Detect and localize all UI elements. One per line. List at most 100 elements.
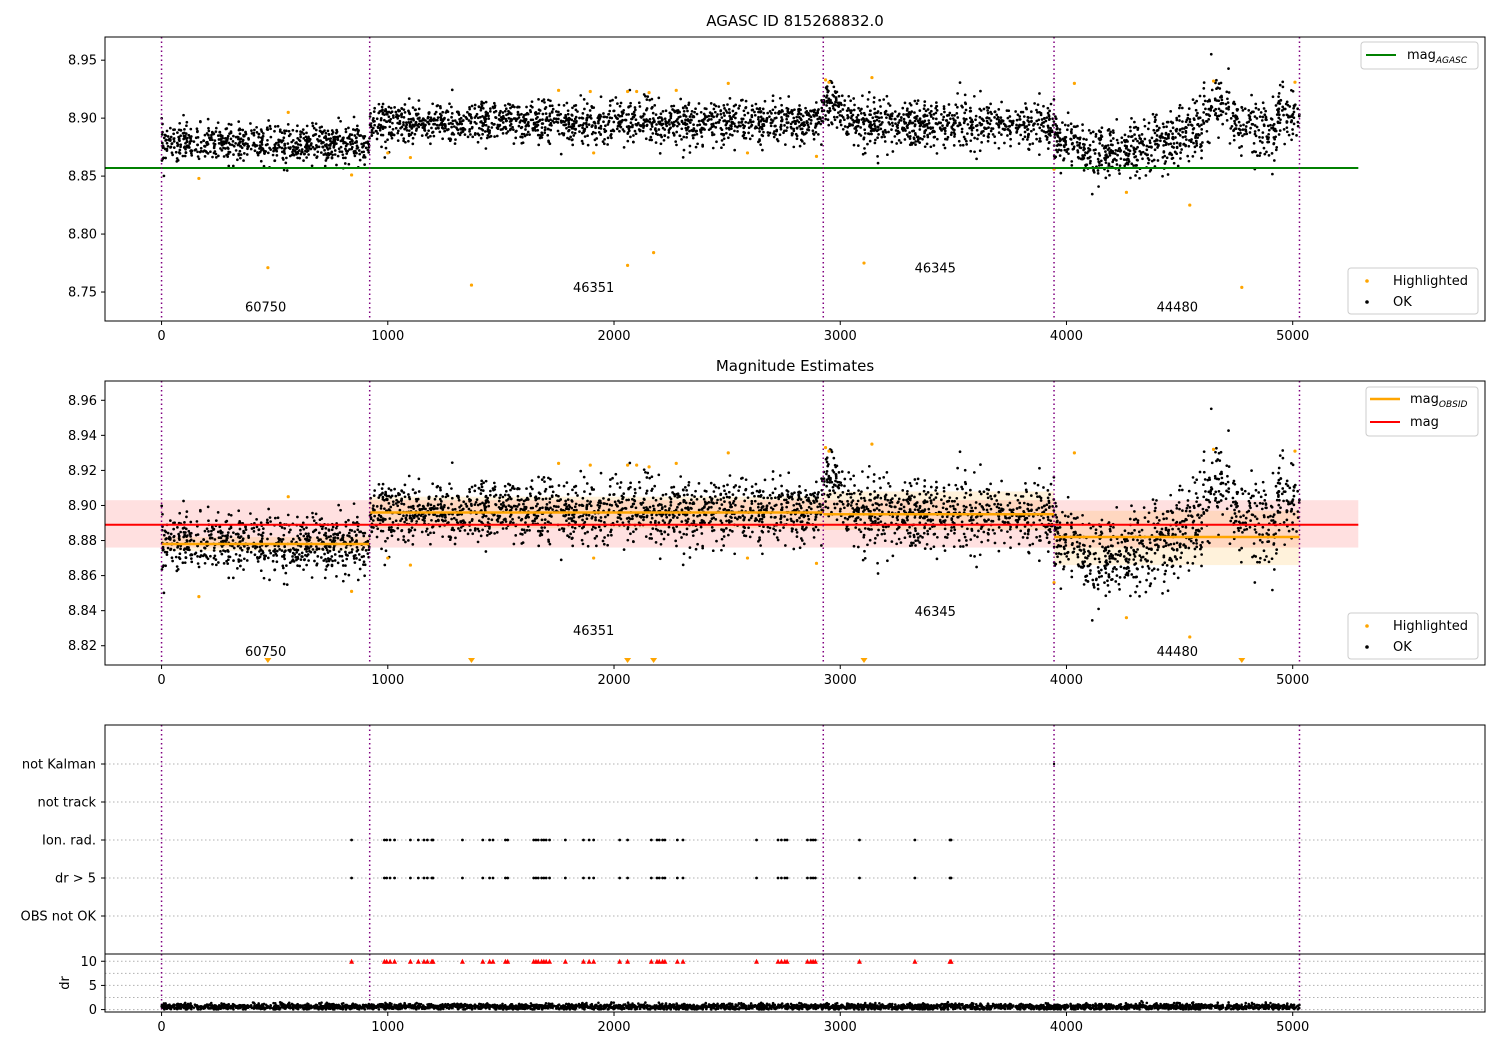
ok-point [618, 104, 622, 108]
ok-point [341, 136, 345, 140]
ok-point [344, 156, 347, 160]
ok-point [723, 507, 727, 511]
ok-point [518, 113, 521, 117]
ok-point [634, 527, 638, 531]
ok-point [255, 525, 259, 529]
ok-point [1128, 125, 1132, 129]
ok-point [481, 124, 485, 128]
ok-point [634, 491, 637, 495]
ok-point [885, 94, 889, 98]
ok-point [332, 138, 336, 141]
ok-point [206, 505, 210, 509]
ok-point [729, 116, 732, 119]
ok-point [336, 138, 340, 142]
ok-point [323, 129, 326, 133]
ok-point [278, 145, 281, 149]
ok-point [1239, 124, 1242, 128]
ok-point [283, 131, 287, 135]
ok-point [205, 140, 209, 144]
ok-point [202, 538, 206, 542]
ok-point [462, 500, 466, 504]
ok-point [923, 104, 926, 107]
ok-point [1153, 115, 1157, 119]
ok-point [473, 103, 477, 107]
legend-subscript-agasc: AGASC [1435, 56, 1468, 66]
ok-point [336, 561, 340, 565]
ok-point [905, 133, 909, 136]
ok-point [1027, 123, 1031, 127]
ok-point [960, 127, 964, 131]
ok-point [654, 127, 657, 130]
ok-point [1151, 112, 1155, 116]
ok-point [728, 474, 732, 477]
ok-point [1134, 125, 1138, 129]
ok-point [562, 133, 566, 137]
ok-point [713, 495, 717, 498]
ok-point [906, 107, 909, 111]
agasc-points [160, 52, 1301, 289]
ok-point [738, 104, 741, 108]
ok-point [893, 135, 897, 138]
ok-point [470, 126, 474, 130]
ok-point [411, 142, 415, 146]
ok-point [775, 138, 779, 141]
ok-point [372, 504, 375, 508]
ok-point [299, 143, 302, 147]
ok-point [887, 102, 890, 105]
ok-point [340, 150, 344, 154]
ok-point [982, 134, 986, 138]
ok-point [222, 562, 226, 565]
ok-point [176, 144, 179, 148]
ok-point [799, 112, 803, 116]
ok-point [1185, 118, 1189, 122]
ok-point [364, 548, 368, 552]
ok-point [941, 118, 945, 122]
ok-point [783, 124, 786, 127]
ok-point [481, 132, 484, 136]
ok-point [552, 117, 556, 120]
ok-point [508, 128, 512, 132]
ok-point [877, 116, 881, 120]
ok-point [414, 121, 418, 125]
ok-point [283, 129, 286, 133]
ok-point [619, 125, 623, 129]
ok-point [659, 142, 663, 146]
ok-point [661, 519, 665, 522]
ok-point [762, 496, 766, 500]
ok-point [615, 127, 619, 131]
ok-point [541, 529, 544, 533]
highlighted-point [1188, 203, 1192, 207]
ok-point [1133, 133, 1136, 136]
ok-point [1295, 134, 1298, 137]
ok-point [267, 507, 270, 511]
ok-point [1163, 140, 1167, 143]
ok-point [720, 146, 723, 150]
ok-point [359, 134, 363, 137]
ok-point [910, 143, 914, 146]
ok-point [1283, 142, 1287, 146]
highlighted-point [592, 151, 596, 155]
ok-point [956, 124, 960, 128]
ok-point [896, 126, 900, 130]
ok-point [1242, 123, 1245, 127]
ok-point [991, 133, 995, 136]
ok-point [820, 106, 824, 110]
ok-point [324, 136, 328, 140]
ok-point [890, 114, 894, 118]
ok-point [1274, 148, 1278, 152]
ok-point [863, 151, 867, 155]
ok-point [586, 143, 590, 147]
ok-point [743, 113, 747, 117]
ok-point [802, 142, 806, 145]
ok-point [1267, 154, 1271, 157]
ok-point [1164, 131, 1168, 135]
ok-point [582, 122, 586, 125]
ok-point [697, 119, 701, 123]
ok-point [503, 109, 507, 113]
ok-point [494, 109, 498, 113]
ok-point [282, 582, 286, 586]
ok-point [229, 137, 233, 141]
ok-point [634, 118, 638, 122]
ok-point [1059, 171, 1063, 175]
ok-point [287, 530, 291, 534]
